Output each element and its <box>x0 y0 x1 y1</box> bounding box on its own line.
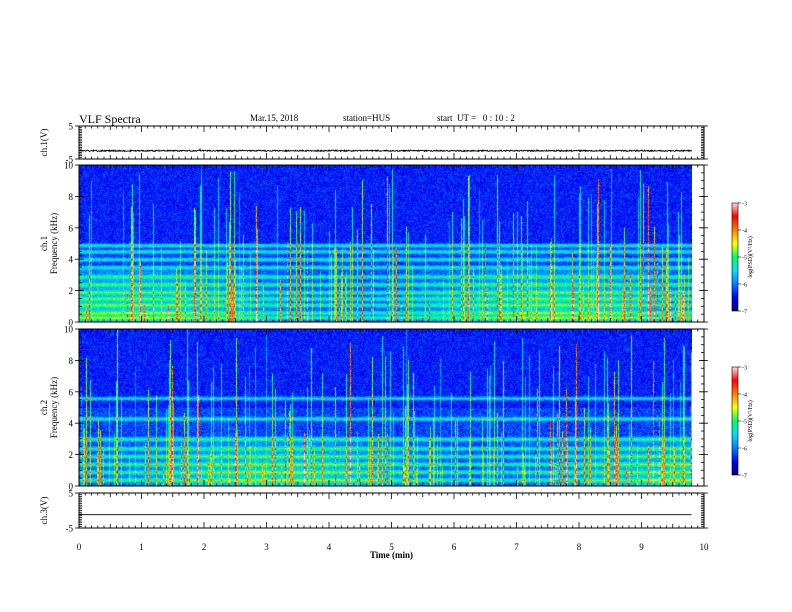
x-tick-label: 8 <box>577 542 582 552</box>
ch1-spec-ylabel: Frequency (kHz) <box>49 213 59 274</box>
ch3-wave-ytick-label: -5 <box>66 524 74 534</box>
x-axis-label: Time (min) <box>370 550 413 560</box>
x-tick-label: 0 <box>77 542 82 552</box>
x-tick-label: 5 <box>389 542 394 552</box>
ch-1-spectrogram-image <box>79 165 692 322</box>
ch1-wave-ytick-label: 5 <box>69 122 74 132</box>
ch2-spec-colorbar-tick-label: -5 <box>742 420 747 426</box>
ch2-spec-colorbar-tick-label: -7 <box>742 474 747 480</box>
ch2-spec-ylabel: ch.2 <box>39 400 49 415</box>
ch1-spec-ylabel: ch.1 <box>39 236 49 251</box>
ch2-spec-colorbar-tick-label: -3 <box>742 366 747 372</box>
ch1-spec-colorbar-label: log(PSD)(V²/Hz) <box>747 236 754 277</box>
ch2-spec-ytick-label: 4 <box>69 419 74 429</box>
ch1-spec-ytick-label: 4 <box>69 255 74 265</box>
ch2-spec-colorbar-tick-label: -6 <box>742 447 747 453</box>
x-tick-label: 2 <box>202 542 207 552</box>
ch1-wave-ytick-label: -5 <box>66 155 74 165</box>
ch2-spec-ytick-label: 10 <box>64 325 74 335</box>
ch1-spec-colorbar-tick-label: -7 <box>742 310 747 316</box>
x-tick-label: 1 <box>139 542 144 552</box>
ch1-wave-ylabel: ch.1(V) <box>39 129 49 157</box>
ch1-spec-colorbar-tick-label: -5 <box>742 256 747 262</box>
x-tick-label: 9 <box>639 542 644 552</box>
ch1-spec-colorbar-tick-label: -3 <box>742 202 747 208</box>
x-tick-label: 3 <box>264 542 269 552</box>
station-label: station=HUS <box>343 113 391 123</box>
ch2-spec-colorbar <box>731 366 739 476</box>
x-tick-label: 6 <box>452 542 457 552</box>
ch2-spec-ytick-label: 2 <box>69 450 74 460</box>
date-label: Mar.15, 2018 <box>250 113 299 123</box>
chart-title: VLF Spectra <box>79 112 141 126</box>
ch2-spec-ylabel: Frequency (kHz) <box>49 377 59 438</box>
ch3-wave-ytick-label: 5 <box>69 489 74 499</box>
x-tick-label: 4 <box>327 542 332 552</box>
ch-2-spectrogram-image <box>79 329 692 486</box>
ch1-spec-ytick-label: 6 <box>69 223 74 233</box>
ch1-waveform-trace <box>79 147 693 153</box>
x-tick-label: 10 <box>700 542 710 552</box>
ch3-wave-ylabel: ch.3(V) <box>39 497 49 525</box>
ch1-spec-ytick-label: 0 <box>69 318 74 328</box>
ch1-spec-ytick-label: 8 <box>69 192 74 202</box>
ch1-spec-ytick-label: 10 <box>64 161 74 171</box>
ch1-spec-colorbar-tick-label: -6 <box>742 283 747 289</box>
ch2-spec-ytick-label: 6 <box>69 387 74 397</box>
ch1-spec-ytick-label: 2 <box>69 286 74 296</box>
ch2-spec-colorbar-label: log(PSD)(V²/Hz) <box>747 400 754 441</box>
start-time-label: start UT = 0 : 10 : 2 <box>437 113 515 123</box>
x-tick-label: 7 <box>514 542 519 552</box>
ch1-spec-colorbar <box>731 202 739 312</box>
ch2-spec-ytick-label: 8 <box>69 356 74 366</box>
ch2-spec-colorbar-tick-label: -4 <box>742 393 747 399</box>
ch2-spec-ytick-label: 0 <box>69 482 74 492</box>
ch1-spec-colorbar-tick-label: -4 <box>742 229 747 235</box>
